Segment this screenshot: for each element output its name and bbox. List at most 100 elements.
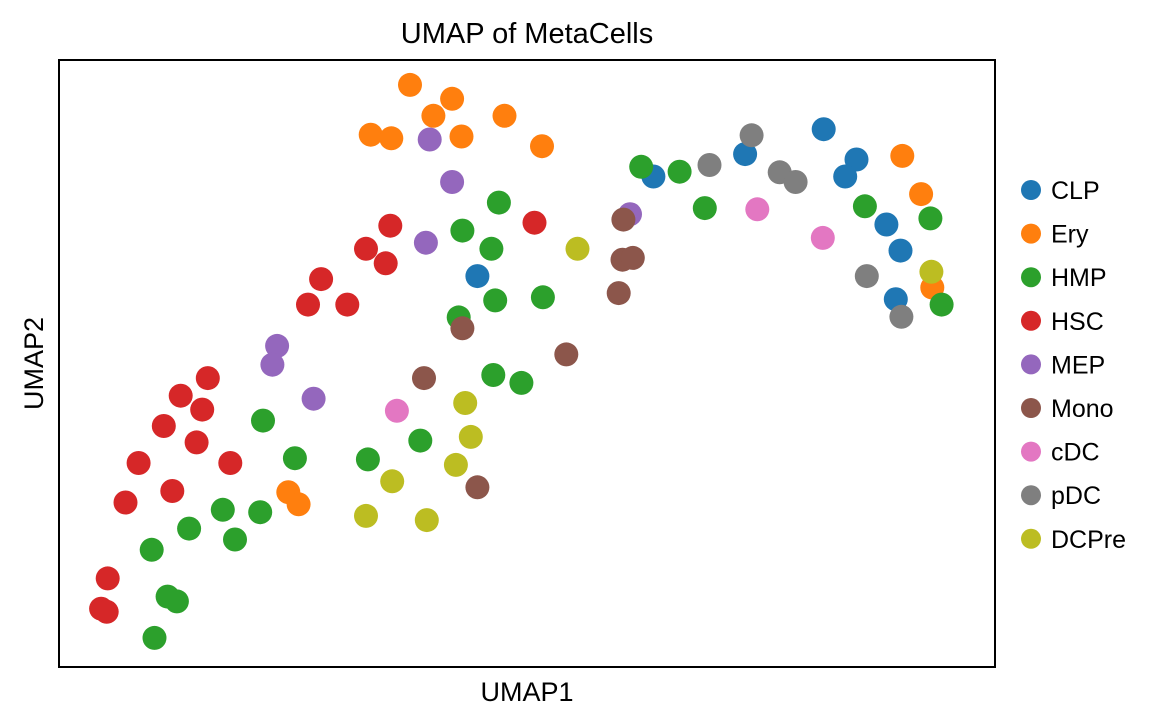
point-hsc-15 (113, 490, 138, 515)
point-cdc-1 (810, 225, 835, 250)
legend: CLP Ery HMP HSC MEP Mono cDC pDC DCPre (1021, 177, 1126, 554)
point-hsc-9 (190, 397, 215, 422)
point-cdc-2 (384, 398, 409, 423)
legend-marker-dcpre (1021, 528, 1041, 549)
point-hsc-18 (94, 599, 119, 624)
point-hsc-13 (126, 451, 151, 475)
point-hmp-17 (355, 447, 380, 472)
point-clp-3 (833, 164, 858, 189)
series-mep (260, 127, 642, 411)
point-hsc-0 (378, 213, 403, 238)
point-hsc-12 (218, 451, 243, 475)
point-hmp-2 (852, 194, 877, 219)
point-hsc-5 (296, 292, 320, 317)
plot-frame (58, 59, 996, 668)
point-ery-9 (909, 182, 934, 207)
point-ery-8 (890, 143, 915, 168)
legend-label-mono: Mono (1051, 395, 1114, 423)
point-pdc-4 (854, 264, 879, 289)
legend-marker-hmp (1021, 267, 1041, 288)
legend-label-cdc: cDC (1051, 439, 1100, 467)
point-ery-7 (530, 134, 554, 159)
point-mono-6 (412, 366, 436, 391)
point-hsc-10 (151, 414, 176, 438)
point-hmp-7 (479, 236, 504, 261)
point-hmp-25 (142, 625, 167, 650)
series-hmp (139, 154, 954, 650)
point-hmp-18 (210, 497, 235, 522)
point-ery-5 (379, 126, 404, 151)
point-mep-1 (440, 170, 465, 194)
series-mono (412, 207, 645, 500)
point-pdc-3 (783, 170, 808, 194)
series-hsc (89, 210, 547, 624)
point-mep-6 (301, 386, 326, 411)
point-ery-3 (492, 103, 517, 128)
point-hmp-1 (667, 159, 692, 184)
legend-marker-pdc (1021, 485, 1041, 506)
point-mono-7 (465, 475, 490, 500)
point-pdc-1 (697, 153, 722, 177)
legend-marker-mep (1021, 354, 1041, 375)
legend-item-hmp: HMP (1021, 264, 1107, 292)
point-hmp-20 (177, 516, 202, 541)
point-hsc-14 (160, 479, 185, 503)
point-mono-3 (606, 281, 631, 306)
point-ery-0 (398, 72, 422, 97)
series-dcpre (354, 236, 944, 533)
point-hmp-16 (282, 446, 307, 471)
legend-label-dcpre: DCPre (1051, 526, 1126, 554)
legend-marker-ery (1021, 223, 1041, 244)
point-pdc-0 (739, 123, 764, 148)
point-mono-0 (611, 207, 636, 232)
legend-label-hmp: HMP (1051, 264, 1107, 292)
legend-marker-cdc (1021, 441, 1041, 462)
point-pdc-5 (889, 304, 914, 329)
point-hsc-6 (335, 292, 360, 317)
series-cdc (384, 197, 835, 423)
legend-label-mep: MEP (1051, 351, 1105, 379)
point-hsc-7 (195, 366, 220, 391)
x-axis-label: UMAP1 (480, 677, 573, 707)
legend-item-mono: Mono (1021, 395, 1114, 423)
point-mep-3 (413, 230, 438, 255)
point-hmp-24 (164, 589, 189, 614)
point-dcpre-0 (565, 236, 590, 261)
point-hsc-2 (354, 236, 378, 261)
point-ery-12 (286, 492, 311, 517)
point-hmp-21 (223, 527, 247, 552)
legend-label-ery: Ery (1051, 221, 1089, 249)
point-hmp-19 (248, 500, 273, 525)
point-hmp-12 (481, 363, 506, 387)
point-cdc-0 (745, 197, 770, 222)
point-clp-2 (844, 147, 869, 172)
point-hsc-4 (309, 267, 334, 292)
point-mono-4 (450, 316, 475, 341)
point-dcpre-6 (354, 503, 378, 528)
legend-item-pdc: pDC (1021, 482, 1101, 510)
point-ery-4 (358, 122, 383, 147)
point-hmp-9 (483, 288, 508, 313)
point-dcpre-5 (380, 469, 405, 494)
legend-marker-hsc (1021, 310, 1041, 331)
legend-label-clp: CLP (1051, 177, 1100, 205)
point-hmp-8 (929, 292, 954, 317)
points-layer (89, 72, 954, 650)
legend-item-mep: MEP (1021, 351, 1105, 379)
legend-item-dcpre: DCPre (1021, 526, 1126, 554)
legend-label-pdc: pDC (1051, 482, 1101, 510)
point-hmp-22 (139, 537, 164, 562)
point-mono-2 (620, 245, 645, 270)
point-hmp-4 (918, 206, 943, 231)
legend-marker-mono (1021, 398, 1041, 418)
point-hmp-10 (530, 285, 555, 310)
point-hmp-3 (692, 196, 717, 221)
point-hsc-3 (373, 251, 398, 276)
point-ery-1 (440, 86, 465, 111)
y-axis-label: UMAP2 (19, 317, 49, 410)
point-clp-7 (465, 264, 490, 289)
point-ery-6 (449, 124, 474, 149)
legend-item-clp: CLP (1021, 177, 1100, 205)
